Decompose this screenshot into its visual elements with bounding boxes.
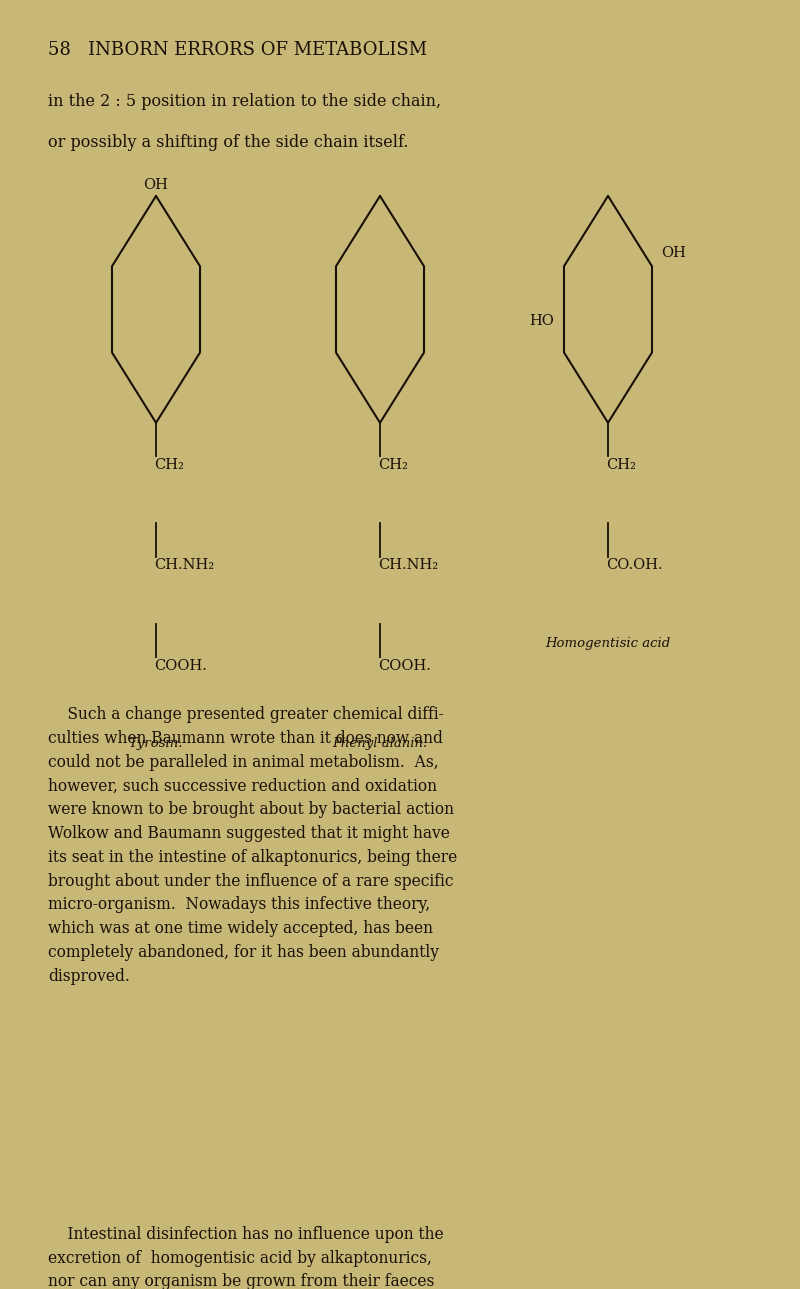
- Text: CO.OH.: CO.OH.: [606, 558, 663, 572]
- Text: Tyrosin.: Tyrosin.: [129, 737, 183, 750]
- Text: COOH.: COOH.: [154, 659, 207, 673]
- Text: OH: OH: [662, 246, 686, 259]
- Text: HO: HO: [530, 313, 554, 327]
- Text: CH.NH₂: CH.NH₂: [378, 558, 438, 572]
- Text: Phenyl alanin.: Phenyl alanin.: [332, 737, 428, 750]
- Text: CH₂: CH₂: [606, 458, 636, 472]
- Text: CH₂: CH₂: [378, 458, 408, 472]
- Text: Intestinal disinfection has no influence upon the
excretion of  homogentisic aci: Intestinal disinfection has no influence…: [48, 1226, 448, 1289]
- Text: in the 2 : 5 position in relation to the side chain,: in the 2 : 5 position in relation to the…: [48, 93, 441, 110]
- Text: COOH.: COOH.: [378, 659, 431, 673]
- Text: CH₂: CH₂: [154, 458, 184, 472]
- Text: Such a change presented greater chemical diffi-
culties when Baumann wrote than : Such a change presented greater chemical…: [48, 706, 458, 985]
- Text: 58   INBORN ERRORS OF METABOLISM: 58 INBORN ERRORS OF METABOLISM: [48, 41, 427, 59]
- Text: or possibly a shifting of the side chain itself.: or possibly a shifting of the side chain…: [48, 134, 409, 151]
- Text: OH: OH: [143, 178, 169, 192]
- Text: Homogentisic acid: Homogentisic acid: [546, 637, 670, 650]
- Text: CH.NH₂: CH.NH₂: [154, 558, 214, 572]
